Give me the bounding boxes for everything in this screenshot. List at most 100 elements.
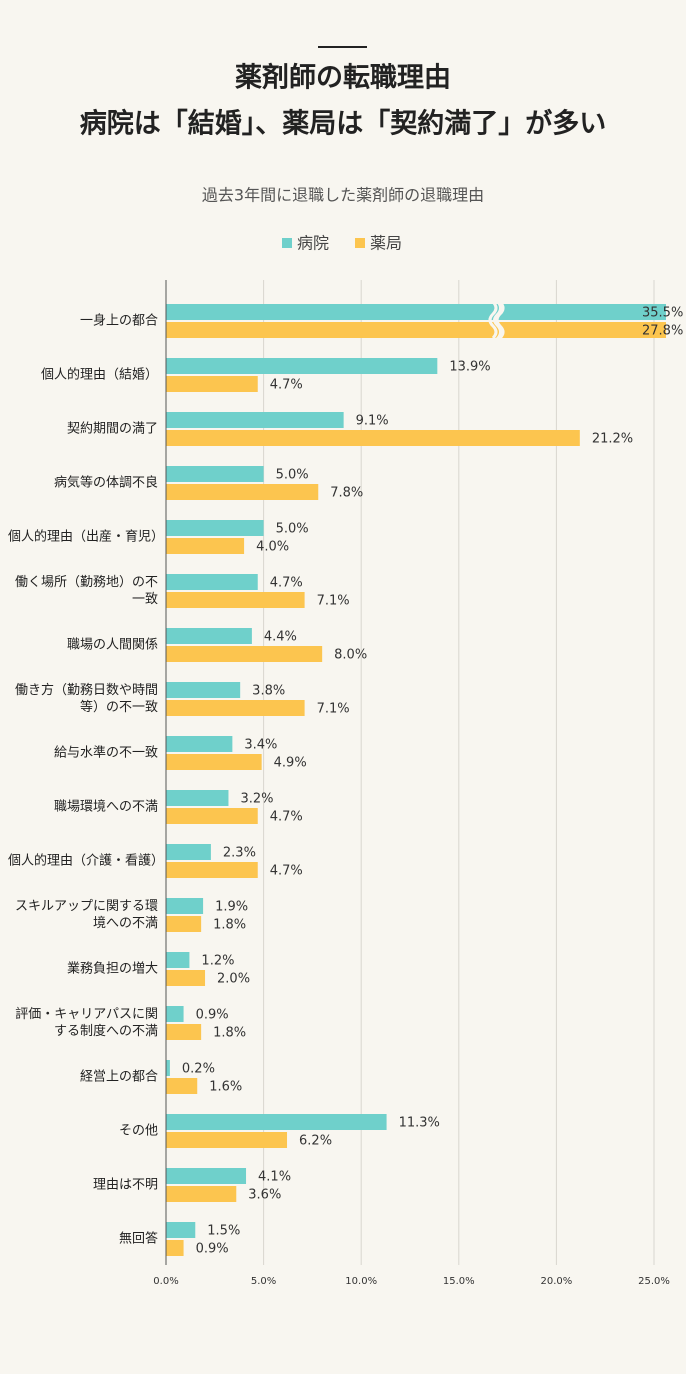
bar (166, 430, 580, 446)
axis-break (493, 302, 503, 338)
value-label: 0.9% (196, 1008, 229, 1023)
category-label: 個人的理由（介護・看護） (8, 853, 165, 869)
bar (166, 484, 319, 500)
value-label: 21.2% (592, 432, 633, 447)
bar (166, 844, 211, 860)
value-label: 6.2% (299, 1134, 332, 1149)
legend-swatch (355, 238, 365, 248)
bar (166, 520, 264, 536)
value-label: 7.1% (317, 702, 350, 717)
category-label: 働き方（勤務日数や時間等）の不一致 (14, 683, 158, 715)
bar (166, 1168, 247, 1184)
bar (166, 1060, 170, 1076)
chart-title: 病院は「結婚」、薬局は「契約満了」が多い (80, 108, 607, 140)
x-tick-label: 15.0% (443, 1276, 475, 1287)
value-label: 0.2% (182, 1062, 215, 1077)
value-label: 0.9% (196, 1242, 229, 1257)
value-label: 27.8% (642, 324, 683, 339)
value-label: 3.2% (240, 792, 273, 807)
value-label: 4.7% (270, 576, 303, 591)
value-label: 7.8% (330, 486, 363, 501)
bar (166, 574, 258, 590)
value-label: 11.3% (399, 1116, 440, 1131)
value-label: 1.8% (213, 918, 246, 933)
category-label: 評価・キャリアパスに関する制度への不満 (15, 1007, 158, 1039)
bars (166, 304, 666, 1256)
value-label: 1.8% (213, 1026, 246, 1041)
category-label: 職場環境への不満 (53, 799, 158, 815)
value-label: 4.7% (270, 810, 303, 825)
bar (166, 754, 262, 770)
value-label: 13.9% (449, 360, 490, 375)
bar (166, 322, 666, 338)
value-label: 3.4% (244, 738, 277, 753)
value-label: 4.1% (258, 1170, 291, 1185)
value-label: 4.0% (256, 540, 289, 555)
category-label: 無回答 (118, 1231, 158, 1247)
value-label: 4.7% (270, 864, 303, 879)
value-label: 4.9% (274, 756, 307, 771)
value-label: 3.6% (248, 1188, 281, 1203)
value-label: 1.9% (215, 900, 248, 915)
bar (166, 1078, 198, 1094)
category-label: その他 (118, 1123, 158, 1139)
bar (166, 1186, 237, 1202)
bar (166, 808, 258, 824)
category-label: 働く場所（勤務地）の不一致 (14, 575, 158, 607)
bar (166, 358, 438, 374)
bar (166, 1240, 184, 1256)
bar (166, 1006, 184, 1022)
legend-label: 薬局 (370, 234, 402, 253)
chart-title: 薬剤師の転職理由 (235, 62, 451, 94)
category-label: 一身上の都合 (79, 313, 158, 329)
x-tick-label: 25.0% (638, 1276, 670, 1287)
bar (166, 736, 233, 752)
bar (166, 628, 252, 644)
bar (166, 898, 204, 914)
category-label: スキルアップに関する環境への不満 (14, 899, 158, 931)
bar (166, 1024, 202, 1040)
value-label: 1.2% (201, 954, 234, 969)
value-label: 8.0% (334, 648, 367, 663)
value-label: 1.5% (207, 1224, 240, 1239)
value-label: 4.7% (270, 378, 303, 393)
bar (166, 466, 264, 482)
bar (166, 916, 202, 932)
value-label: 1.6% (209, 1080, 242, 1095)
x-tick-label: 5.0% (251, 1276, 276, 1287)
value-label: 7.1% (317, 594, 350, 609)
bar (166, 646, 323, 662)
bar (166, 682, 241, 698)
category-label: 個人的理由（出産・育児） (8, 529, 165, 545)
bar (166, 1114, 387, 1130)
labels: 0.0% 5.0% 10.0% 15.0% 20.0% 25.0% 病院 薬局 35.5% 27.… (153, 234, 683, 1288)
value-label: 5.0% (276, 468, 309, 483)
category-label: 経営上の都合 (79, 1069, 158, 1085)
category-label: 業務負担の増大 (66, 961, 158, 977)
bar (166, 700, 305, 716)
bar (166, 790, 229, 806)
category-label: 病気等の体調不良 (53, 475, 158, 491)
value-label: 5.0% (276, 522, 309, 537)
x-tick-label: 0.0% (153, 1276, 178, 1287)
bar (166, 970, 206, 986)
bar (166, 952, 190, 968)
category-label: 職場の人間関係 (66, 637, 158, 653)
category-label: 契約期間の満了 (66, 421, 158, 437)
value-label: 2.0% (217, 972, 250, 987)
category-label: 理由は不明 (92, 1177, 158, 1193)
bar (166, 376, 258, 392)
x-tick-label: 10.0% (345, 1276, 377, 1287)
bar (166, 538, 245, 554)
category-label: 給与水準の不一致 (53, 745, 158, 761)
value-label: 3.8% (252, 684, 285, 699)
bar (166, 304, 666, 320)
value-label: 9.1% (356, 414, 389, 429)
category-label: 個人的理由（結婚） (40, 367, 158, 383)
bar (166, 862, 258, 878)
chart-subtitle: 過去3年間に退職した薬剤師の退職理由 (202, 186, 484, 205)
value-label: 2.3% (223, 846, 256, 861)
value-label: 35.5% (642, 306, 683, 321)
